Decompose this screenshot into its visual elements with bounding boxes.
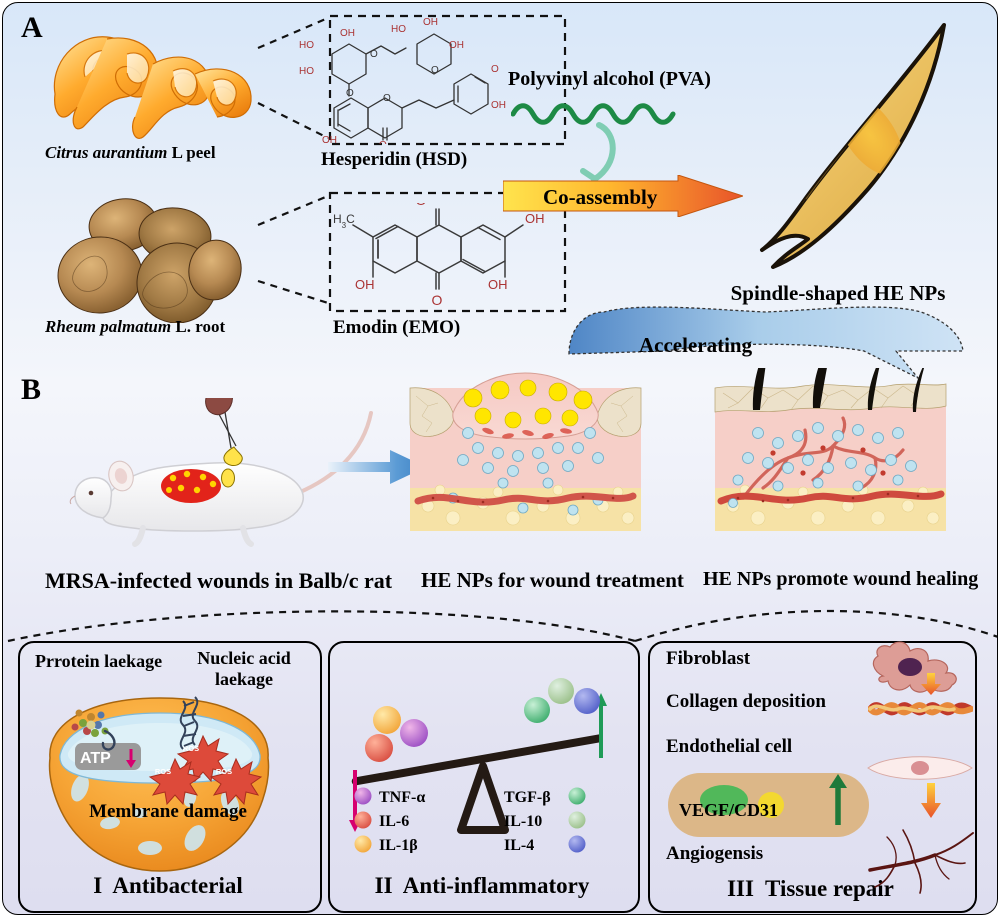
svg-text:IL-10: IL-10	[504, 813, 542, 830]
svg-text:OH: OH	[449, 40, 464, 51]
svg-text:HO: HO	[391, 24, 406, 35]
svg-text:O: O	[379, 140, 387, 144]
svg-text:IL-1β: IL-1β	[379, 837, 418, 853]
svg-text:O: O	[370, 49, 378, 60]
svg-text:O: O	[346, 88, 354, 99]
svg-text:IL-6: IL-6	[379, 813, 409, 830]
svg-text:HO: HO	[299, 40, 314, 51]
svg-text:OH: OH	[488, 277, 508, 292]
svg-text:O: O	[431, 65, 439, 76]
svg-text:ROS: ROS	[216, 767, 232, 776]
svg-text:HO: HO	[299, 66, 314, 77]
svg-text:OH: OH	[525, 211, 545, 226]
svg-text:TGF-β: TGF-β	[504, 789, 551, 806]
svg-text:OH: OH	[322, 135, 337, 144]
svg-text:O: O	[491, 64, 499, 75]
svg-text:ATP: ATP	[80, 750, 111, 767]
svg-text:OH: OH	[355, 277, 375, 292]
svg-text:TNF-α: TNF-α	[379, 789, 425, 806]
svg-text:O: O	[416, 203, 427, 208]
svg-text:H3C: H3C	[333, 212, 355, 230]
svg-text:O: O	[383, 93, 391, 104]
svg-text:O: O	[432, 292, 443, 308]
svg-text:OH: OH	[423, 17, 438, 28]
svg-text:OH: OH	[491, 100, 506, 111]
svg-text:IL-4: IL-4	[504, 837, 534, 853]
svg-text:OH: OH	[340, 28, 355, 39]
svg-text:ROS: ROS	[155, 767, 171, 776]
